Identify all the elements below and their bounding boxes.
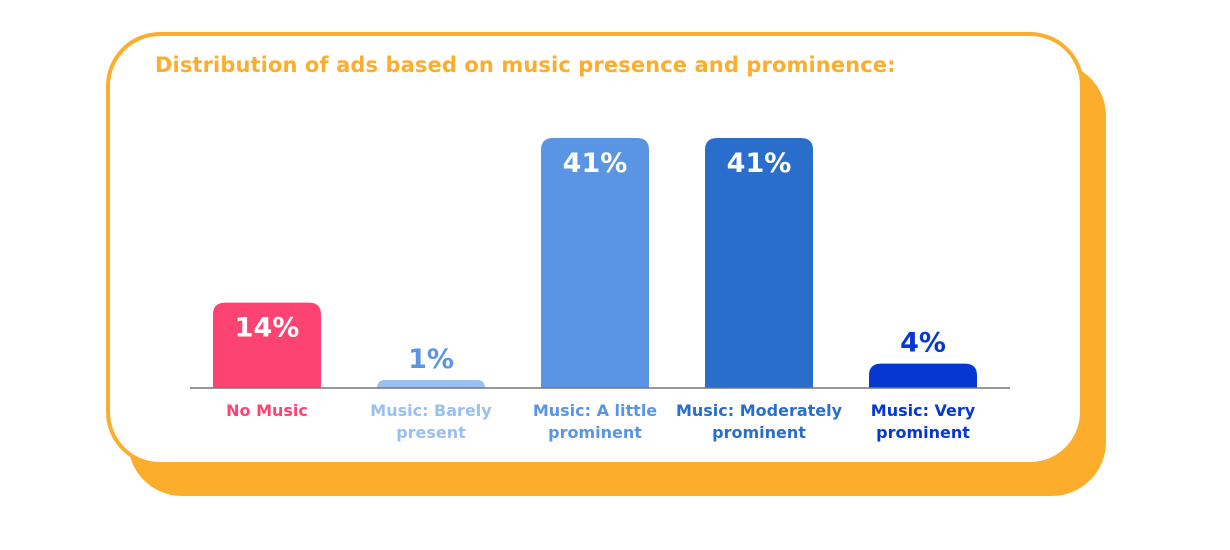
category-label-0-line-0: No Music xyxy=(226,401,308,420)
chart-title: Distribution of ads based on music prese… xyxy=(155,53,896,77)
category-label-2-line-0: Music: A little xyxy=(533,401,657,420)
category-label-4-line-0: Music: Very xyxy=(871,401,976,420)
bar-4 xyxy=(869,363,977,388)
bar-2 xyxy=(541,138,649,388)
labels-layer: 14% No Music 1% Music: Barely present 41% Musi… xyxy=(226,148,976,442)
bars-layer xyxy=(213,138,977,388)
category-label-4-line-1: prominent xyxy=(876,423,970,442)
bar-1 xyxy=(377,380,485,388)
bar-value-label-0: 14% xyxy=(235,313,300,344)
bar-value-label-2: 41% xyxy=(563,148,628,179)
category-label-2-line-1: prominent xyxy=(548,423,642,442)
category-label-3-line-1: prominent xyxy=(712,423,806,442)
category-label-3-line-0: Music: Moderately xyxy=(676,401,843,420)
bar-value-label-3: 41% xyxy=(727,148,792,179)
bar-3 xyxy=(705,138,813,388)
bar-0 xyxy=(213,302,321,388)
category-label-1-line-0: Music: Barely xyxy=(370,401,492,420)
bar-value-label-1: 1% xyxy=(408,344,454,375)
bar-value-label-4: 4% xyxy=(900,328,946,359)
category-label-1-line-1: present xyxy=(396,423,466,442)
